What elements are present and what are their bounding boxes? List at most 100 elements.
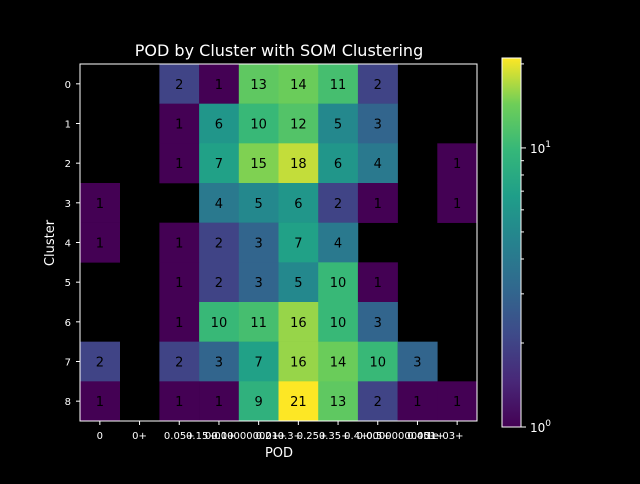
heatmap-cell xyxy=(278,64,319,104)
heatmap-cell xyxy=(318,143,359,184)
y-tick-label: 2 xyxy=(65,159,71,170)
heatmap-cell xyxy=(238,143,279,184)
heatmap-cell xyxy=(199,381,240,422)
heatmap-cell xyxy=(199,222,240,263)
cell-label: 10 xyxy=(330,316,347,331)
cell-label: 1 xyxy=(96,237,104,252)
cell-label: 16 xyxy=(290,356,307,371)
cell-label: 14 xyxy=(290,78,307,93)
cell-label: 12 xyxy=(290,118,307,133)
cell-label: 1 xyxy=(96,197,104,212)
cell-label: 21 xyxy=(290,395,307,410)
cell-label: 2 xyxy=(175,78,183,93)
x-tick-label: 0.00000000001+ xyxy=(357,431,445,442)
cell-label: 13 xyxy=(250,78,267,93)
cell-label: 6 xyxy=(334,157,342,172)
y-tick-label: 8 xyxy=(65,397,71,408)
heatmap-cell xyxy=(80,183,120,223)
heatmap-cell xyxy=(357,341,398,382)
heatmap-cell xyxy=(199,183,240,223)
cell-label: 2 xyxy=(175,356,183,371)
cell-label: 13 xyxy=(330,395,347,410)
heatmap-cell xyxy=(199,302,240,342)
heatmap-cell xyxy=(238,381,279,422)
x-tick-label: 0.0000000001+ xyxy=(205,431,287,442)
y-tick-label: 1 xyxy=(65,120,71,131)
cell-label: 16 xyxy=(290,316,307,331)
heatmap-cell xyxy=(159,64,200,104)
heatmap-cell xyxy=(199,341,240,382)
heatmap-cell xyxy=(159,341,200,382)
x-tick-label: 0.15+ xyxy=(186,431,217,442)
cell-label: 3 xyxy=(255,276,263,291)
cell-label: 7 xyxy=(294,237,302,252)
heatmap-cell xyxy=(238,103,279,144)
cell-label: 2 xyxy=(215,237,223,252)
cell-label: 2 xyxy=(374,78,382,93)
heatmap-cell xyxy=(238,222,279,263)
y-tick-label: 4 xyxy=(65,239,71,250)
x-tick-label: 0.35+ xyxy=(319,431,350,442)
heatmap-cell xyxy=(80,222,120,263)
heatmap-cell xyxy=(278,381,319,422)
cell-label: 6 xyxy=(294,197,302,212)
colorbar: 100 101 xyxy=(501,57,551,435)
colorbar-tick-label: 100 xyxy=(530,419,551,435)
heatmap-cell xyxy=(357,103,398,144)
heatmap-cell xyxy=(199,64,240,104)
heatmap-cell xyxy=(159,262,200,303)
heatmap-cell xyxy=(199,103,240,144)
cell-label: 3 xyxy=(374,316,382,331)
x-tick-label: 1e-03+ xyxy=(426,431,463,442)
cell-label: 1 xyxy=(175,157,183,172)
heatmap-cell xyxy=(238,262,279,303)
cell-label: 2 xyxy=(334,197,342,212)
x-tick-label: 0.3+ xyxy=(278,431,302,442)
heatmap-cell xyxy=(318,222,359,263)
heatmap-cell xyxy=(238,183,279,223)
cell-label: 1 xyxy=(413,395,421,410)
x-tick-label: 0.45+ xyxy=(407,431,438,442)
cell-label: 1 xyxy=(374,276,382,291)
cell-label: 1 xyxy=(453,197,461,212)
y-tick-label: 6 xyxy=(65,318,71,329)
x-tick-label: 0.2+ xyxy=(256,431,280,442)
cell-label: 1 xyxy=(175,395,183,410)
heatmap-cell xyxy=(238,302,279,342)
cell-label: 4 xyxy=(215,197,223,212)
cell-label: 3 xyxy=(215,356,223,371)
heatmap-cell xyxy=(278,222,319,263)
cell-label: 2 xyxy=(96,356,104,371)
heatmap-cell xyxy=(159,222,200,263)
heatmap-cell xyxy=(318,103,359,144)
heatmap-cells: 2 1 13 14 11 21 6 10 12 5 31 7 15 18 6 4 11 4 5 6 2 1 11 1 2 3 7 41… xyxy=(80,64,478,422)
cell-label: 1 xyxy=(453,157,461,172)
y-axis-label: Cluster xyxy=(43,219,58,266)
cell-label: 1 xyxy=(453,395,461,410)
y-tick-label: 3 xyxy=(65,199,71,210)
heatmap-cell xyxy=(278,143,319,184)
cell-label: 1 xyxy=(96,395,104,410)
heatmap-cell xyxy=(318,183,359,223)
cell-label: 1 xyxy=(175,276,183,291)
cell-label: 1 xyxy=(374,197,382,212)
heatmap-cell xyxy=(199,143,240,184)
cell-label: 5 xyxy=(294,276,302,291)
cell-label: 7 xyxy=(215,157,223,172)
cell-label: 5 xyxy=(255,197,263,212)
heatmap-cell xyxy=(357,262,398,303)
heatmap-cell xyxy=(357,183,398,223)
cell-label: 1 xyxy=(175,118,183,133)
x-tick-label: 0.25+ xyxy=(297,431,328,442)
heatmap-cell xyxy=(437,381,478,422)
heatmap-cell xyxy=(318,262,359,303)
cell-label: 15 xyxy=(250,157,267,172)
cell-label: 10 xyxy=(250,118,267,133)
x-tick-label: 0+ xyxy=(132,431,147,442)
cell-label: 1 xyxy=(175,316,183,331)
x-tick-label: 0.5+ xyxy=(366,431,390,442)
cell-label: 11 xyxy=(330,78,347,93)
x-tick-label: 0 xyxy=(97,431,103,442)
